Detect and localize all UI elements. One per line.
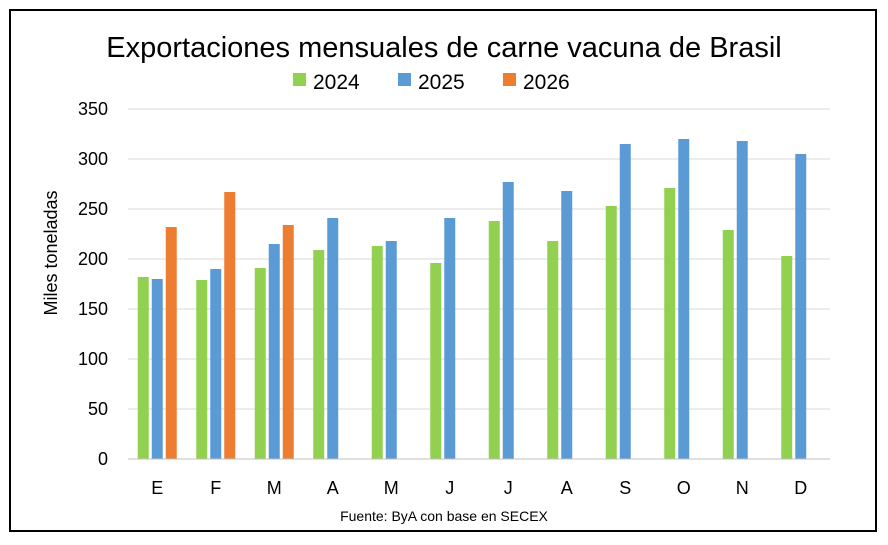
x-tick-label: D	[794, 478, 807, 498]
bar-2025-2	[210, 269, 222, 459]
legend: 2024 2025 2026	[293, 71, 570, 94]
y-axis-ticks: 0 50 100 150 200 250 300 350	[78, 99, 108, 469]
y-tick-label: 50	[88, 399, 108, 419]
legend-label-2025: 2025	[418, 71, 465, 94]
bar-2024-2	[196, 280, 208, 459]
x-tick-label: E	[151, 478, 163, 498]
x-tick-label: M	[267, 478, 282, 498]
bar-2024-7	[488, 221, 500, 459]
x-tick-label: O	[677, 478, 691, 498]
x-tick-label: J	[445, 478, 454, 498]
bar-2025-8	[561, 191, 573, 459]
bar-2024-8	[547, 241, 559, 459]
legend-label-2026: 2026	[523, 71, 570, 94]
legend-swatch-2026	[503, 73, 516, 86]
y-axis-label: Miles toneladas	[41, 190, 61, 315]
bar-2025-10	[678, 139, 690, 459]
bar-2024-3	[254, 268, 266, 459]
bar-2026-2	[224, 192, 236, 459]
source-note: Fuente: ByA con base en SECEX	[340, 508, 548, 524]
bar-2025-5	[385, 241, 397, 459]
legend-label-2024: 2024	[313, 71, 360, 94]
bar-2024-11	[722, 230, 734, 459]
x-tick-label: A	[327, 478, 339, 498]
x-tick-label: F	[210, 478, 221, 498]
y-tick-label: 150	[78, 299, 108, 319]
bar-2026-3	[282, 225, 294, 459]
bar-2024-10	[664, 188, 676, 459]
chart-title: Exportaciones mensuales de carne vacuna …	[106, 32, 781, 64]
bar-2024-5	[371, 246, 383, 459]
y-tick-label: 300	[78, 149, 108, 169]
bars	[137, 139, 807, 459]
y-tick-label: 100	[78, 349, 108, 369]
bar-2025-4	[327, 218, 339, 459]
bar-2025-11	[736, 141, 748, 459]
bar-2024-9	[605, 206, 617, 459]
bar-2024-6	[430, 263, 442, 459]
y-tick-label: 250	[78, 199, 108, 219]
x-tick-label: S	[619, 478, 631, 498]
x-tick-label: N	[736, 478, 749, 498]
legend-swatch-2025	[398, 73, 411, 86]
bar-2025-12	[795, 154, 807, 459]
bar-2025-1	[151, 279, 163, 459]
bar-2024-12	[781, 256, 793, 459]
x-tick-label: M	[384, 478, 399, 498]
bar-2025-7	[502, 182, 514, 459]
bar-2025-6	[444, 218, 456, 459]
bar-2025-3	[268, 244, 280, 459]
x-tick-label: J	[504, 478, 513, 498]
gridlines	[128, 108, 830, 410]
bar-2025-9	[619, 144, 631, 459]
legend-swatch-2024	[293, 73, 306, 86]
bar-2024-4	[313, 250, 325, 459]
y-tick-label: 0	[98, 449, 108, 469]
y-tick-label: 200	[78, 249, 108, 269]
x-tick-label: A	[561, 478, 573, 498]
bar-2024-1	[137, 277, 149, 459]
y-tick-label: 350	[78, 99, 108, 119]
bar-2026-1	[165, 227, 177, 459]
